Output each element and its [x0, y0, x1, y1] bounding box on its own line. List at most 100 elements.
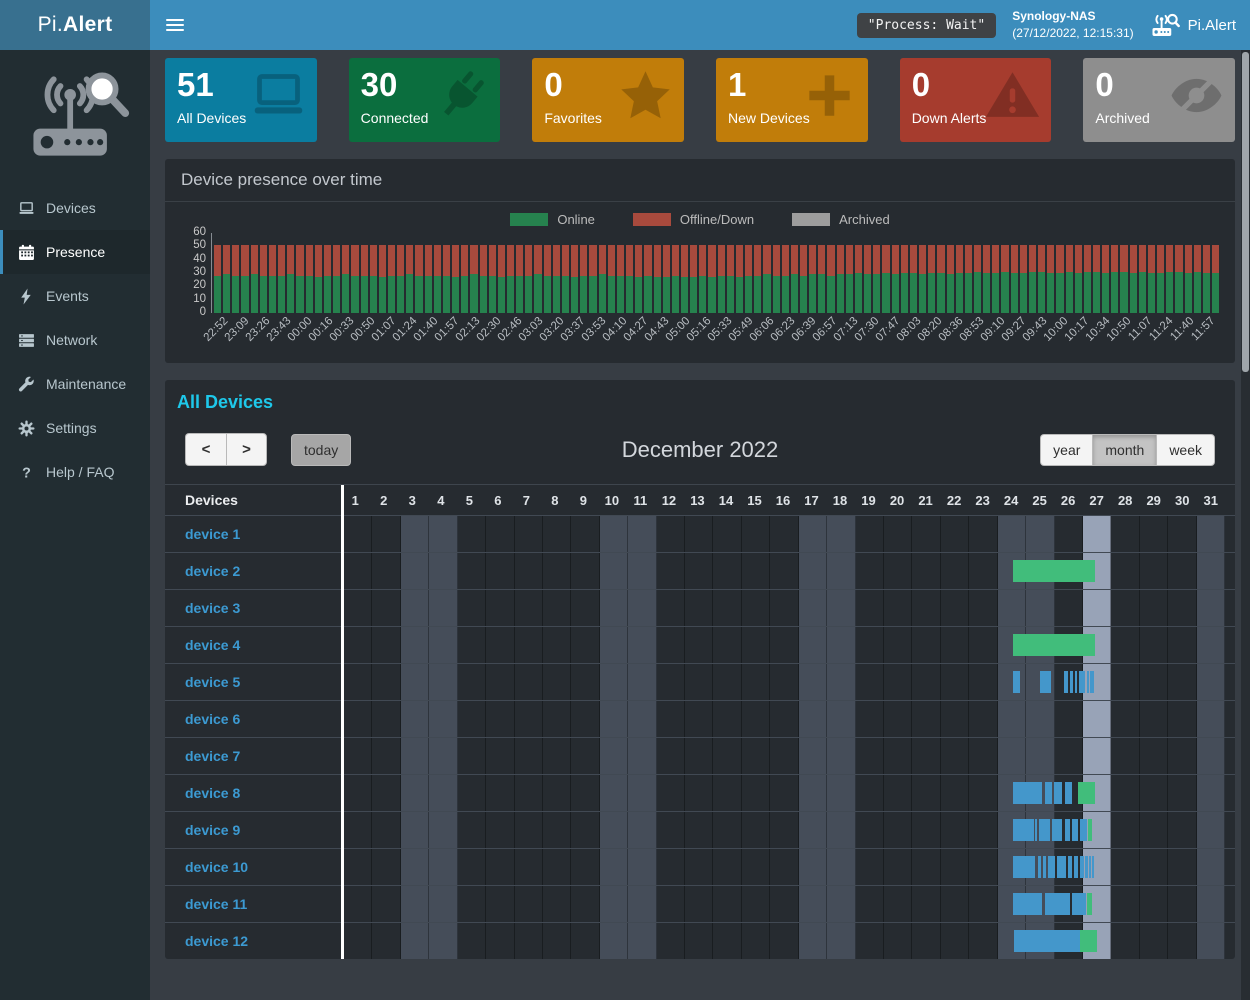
chart-bar	[488, 233, 496, 313]
card-value: 51	[177, 66, 214, 103]
calendar-today-button[interactable]: today	[291, 433, 352, 466]
presence-event-bar[interactable]	[1044, 893, 1070, 915]
presence-event-bar[interactable]	[1064, 782, 1073, 804]
presence-event-bar[interactable]	[1012, 782, 1043, 804]
calendar-view-year-button[interactable]: year	[1040, 433, 1093, 466]
presence-event-bar[interactable]	[1048, 856, 1056, 878]
sidebar-toggle-button[interactable]	[166, 18, 184, 32]
x-axis-label: 22:52	[201, 315, 230, 344]
device-link[interactable]: device 8	[185, 785, 241, 801]
presence-event-bar[interactable]	[1057, 856, 1066, 878]
presence-event-bar[interactable]	[1075, 671, 1078, 693]
presence-event-bar[interactable]	[1080, 856, 1084, 878]
presence-event-bar[interactable]	[1064, 819, 1070, 841]
chart-bar	[1065, 233, 1073, 313]
chart-bar	[1010, 233, 1018, 313]
presence-event-bar[interactable]	[1012, 819, 1034, 841]
y-axis-label: 20	[193, 279, 206, 292]
device-link[interactable]: device 11	[185, 896, 248, 912]
presence-event-bar[interactable]	[1090, 671, 1095, 693]
calendar-next-button[interactable]: >	[226, 433, 267, 466]
device-link[interactable]: device 9	[185, 822, 241, 838]
day-header: 25	[1032, 492, 1047, 508]
card-all-devices[interactable]: 51 All Devices	[165, 58, 317, 142]
chart-bar	[928, 233, 936, 313]
presence-event-bar[interactable]	[1071, 819, 1079, 841]
presence-event-bar[interactable]	[1078, 671, 1086, 693]
presence-event-bar[interactable]	[1079, 930, 1097, 952]
calendar-prev-button[interactable]: <	[185, 433, 226, 466]
page-scrollbar[interactable]	[1241, 50, 1250, 1000]
presence-event-bar[interactable]	[1068, 856, 1072, 878]
presence-event-bar[interactable]	[1044, 782, 1053, 804]
presence-event-bar[interactable]	[1086, 671, 1089, 693]
presence-event-bar[interactable]	[1052, 819, 1063, 841]
device-link[interactable]: device 12	[185, 933, 249, 949]
device-link[interactable]: device 7	[185, 748, 241, 764]
presence-event-bar[interactable]	[1039, 819, 1050, 841]
presence-event-bar[interactable]	[1080, 819, 1087, 841]
chart-bar	[580, 233, 588, 313]
sidebar-item-settings[interactable]: Settings	[0, 406, 150, 450]
chart-bar	[543, 233, 551, 313]
presence-event-bar[interactable]	[1085, 856, 1088, 878]
sidebar-item-maintenance[interactable]: Maintenance	[0, 362, 150, 406]
day-header: 30	[1174, 492, 1190, 508]
presence-event-bar[interactable]	[1071, 893, 1086, 915]
legend-label: Offline/Down	[679, 212, 755, 227]
presence-event-bar[interactable]	[1063, 671, 1069, 693]
device-row: device 2	[165, 552, 1235, 589]
presence-event-bar[interactable]	[1092, 856, 1095, 878]
day-header: 16	[775, 492, 791, 508]
card-connected[interactable]: 30 Connected	[348, 58, 501, 142]
brand-link[interactable]: Pi.Alert	[1150, 13, 1236, 38]
process-status-badge: "Process: Wait"	[856, 12, 997, 38]
sidebar-item-network[interactable]: Network	[0, 318, 150, 362]
presence-event-bar[interactable]	[1012, 893, 1043, 915]
chart-bar	[1111, 233, 1119, 313]
calendar-view-week-button[interactable]: week	[1156, 433, 1215, 466]
device-link[interactable]: device 4	[185, 637, 241, 653]
device-link[interactable]: device 3	[185, 600, 241, 616]
chart-bar	[1019, 233, 1027, 313]
presence-event-bar[interactable]	[1070, 671, 1074, 693]
card-new-devices[interactable]: 1 New Devices	[716, 58, 868, 142]
presence-event-bar[interactable]	[1089, 856, 1091, 878]
presence-event-bar[interactable]	[1035, 819, 1038, 841]
device-row-days	[341, 516, 1225, 552]
sidebar-item-devices[interactable]: Devices	[0, 186, 150, 230]
chart-bar	[708, 233, 716, 313]
chart-bar	[690, 233, 698, 313]
sidebar-item-presence[interactable]: Presence	[0, 230, 150, 274]
presence-event-bar[interactable]	[1087, 819, 1093, 841]
presence-event-bar[interactable]	[1012, 560, 1096, 582]
card-down-alerts[interactable]: 0 Down Alerts	[899, 58, 1052, 142]
chart-bar	[946, 233, 954, 313]
calendar-view-month-button[interactable]: month	[1092, 433, 1157, 466]
presence-event-bar[interactable]	[1086, 893, 1093, 915]
presence-event-bar[interactable]	[1012, 856, 1036, 878]
question-icon: ?	[18, 464, 35, 480]
page-scrollbar-thumb[interactable]	[1242, 52, 1249, 372]
presence-event-bar[interactable]	[1043, 856, 1046, 878]
sidebar-item-help-faq[interactable]: ? Help / FAQ	[0, 450, 150, 494]
presence-event-bar[interactable]	[1078, 782, 1096, 804]
sidebar-item-events[interactable]: Events	[0, 274, 150, 318]
presence-event-bar[interactable]	[1054, 782, 1063, 804]
presence-event-bar[interactable]	[1039, 671, 1052, 693]
chart-bar	[397, 233, 405, 313]
device-link[interactable]: device 6	[185, 711, 241, 727]
presence-event-bar[interactable]	[1038, 856, 1042, 878]
app-logo[interactable]: Pi. Alert	[0, 0, 150, 50]
presence-event-bar[interactable]	[1012, 634, 1096, 656]
device-link[interactable]: device 10	[185, 859, 249, 875]
presence-event-bar[interactable]	[1073, 856, 1079, 878]
device-link[interactable]: device 5	[185, 674, 241, 690]
presence-event-bar[interactable]	[1013, 930, 1080, 952]
sidebar-item-label: Help / FAQ	[46, 464, 115, 480]
card-favorites[interactable]: 0 Favorites	[532, 58, 685, 142]
card-archived[interactable]: 0 Archived	[1083, 58, 1236, 142]
presence-event-bar[interactable]	[1013, 671, 1020, 693]
device-link[interactable]: device 2	[185, 563, 241, 579]
device-link[interactable]: device 1	[185, 526, 241, 542]
